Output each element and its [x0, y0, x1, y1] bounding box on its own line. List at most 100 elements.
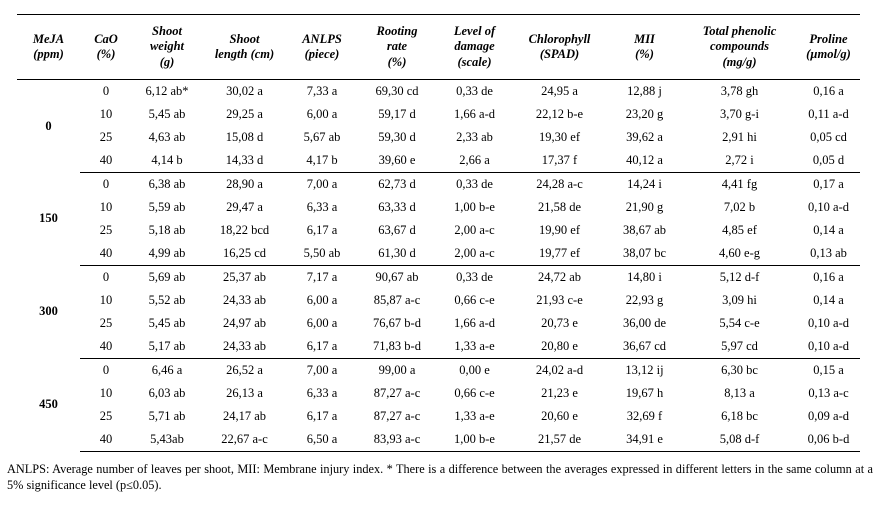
table-row: 25 5,45 ab 24,97 ab 6,00 a 76,67 b-d 1,6… — [17, 312, 860, 335]
cell-anlps: 7,17 a — [306, 269, 338, 284]
cell-rooting-rate: 99,00 a — [378, 362, 416, 377]
cao-value: 40 — [80, 148, 132, 173]
cell-phenolic: 6,18 bc — [721, 408, 758, 423]
table-row: 10 6,03 ab 26,13 a 6,33 a 87,27 a-c 0,66… — [17, 382, 860, 405]
table-row: 25 4,63 ab 15,08 d 5,67 ab 59,30 d 2,33 … — [17, 126, 860, 149]
cao-value: 0 — [102, 83, 110, 98]
cao-value: 40 — [80, 334, 132, 359]
cell-phenolic: 3,78 gh — [720, 83, 759, 98]
cell-chlorophyll: 21,93 c-e — [536, 292, 583, 307]
cell-mii: 22,93 g — [625, 292, 664, 307]
cell-proline: 0,10 a-d — [808, 315, 849, 330]
cell-phenolic: 8,13 a — [724, 385, 755, 400]
cell-shoot-length: 24,33 ab — [222, 292, 267, 307]
cell-proline: 0,13 a-c — [808, 385, 849, 400]
cell-rooting-rate: 87,27 a-c — [373, 408, 421, 423]
cell-shoot-weight: 6,38 ab — [148, 176, 186, 191]
cell-chlorophyll: 22,12 b-e — [535, 106, 584, 121]
cell-phenolic: 5,54 c-e — [719, 315, 760, 330]
cell-rooting-rate: 85,87 a-c — [373, 292, 421, 307]
cell-anlps: 7,00 a — [306, 176, 338, 191]
cao-value: 0 — [102, 362, 110, 377]
cell-damage: 1,00 b-e — [437, 427, 512, 452]
cell-rooting-rate: 61,30 d — [357, 241, 437, 266]
cell-rooting-rate: 59,17 d — [378, 106, 416, 121]
cell-shoot-length: 25,37 ab — [222, 269, 267, 284]
cell-anlps: 6,50 a — [287, 427, 357, 452]
cell-shoot-weight: 6,46 a — [151, 362, 183, 377]
table-row: 40 5,17 ab 24,33 ab 6,17 a 71,83 b-d 1,3… — [17, 334, 860, 359]
cao-value: 40 — [80, 427, 132, 452]
cell-anlps: 6,33 a — [306, 199, 338, 214]
table-header: MeJA (ppm) CaO (%) Shoot weight (g) Shoo… — [17, 14, 860, 80]
cell-anlps: 4,17 b — [287, 148, 357, 173]
cell-proline: 0,16 a — [813, 269, 844, 284]
cell-damage: 2,66 a — [437, 148, 512, 173]
cell-mii: 36,67 cd — [607, 334, 682, 359]
cell-shoot-length: 22,67 a-c — [202, 427, 287, 452]
cell-anlps: 6,00 a — [306, 106, 338, 121]
cell-shoot-weight: 6,03 ab — [148, 385, 186, 400]
cell-damage: 2,00 a-c — [454, 222, 495, 237]
cao-value: 25 — [99, 129, 113, 144]
cell-shoot-weight: 5,45 ab — [148, 106, 186, 121]
cell-shoot-length: 24,33 ab — [202, 334, 287, 359]
cell-mii: 23,20 g — [625, 106, 664, 121]
cell-damage: 1,33 a-e — [437, 334, 512, 359]
table-row: 10 5,45 ab 29,25 a 6,00 a 59,17 d 1,66 a… — [17, 103, 860, 126]
cell-chlorophyll: 21,23 e — [541, 385, 578, 400]
cell-rooting-rate: 62,73 d — [378, 176, 416, 191]
cell-damage: 0,00 e — [459, 362, 490, 377]
cao-value: 25 — [99, 315, 113, 330]
cell-anlps: 6,17 a — [287, 334, 357, 359]
cell-rooting-rate: 83,93 a-c — [357, 427, 437, 452]
cell-damage: 0,33 de — [456, 176, 493, 191]
cell-phenolic: 6,30 bc — [721, 362, 758, 377]
table-row: 450 0 6,46 a 26,52 a 7,00 a 99,00 a 0,00… — [17, 358, 860, 412]
meja-group-label: 300 — [39, 304, 58, 319]
meja-group-label: 150 — [39, 211, 58, 226]
col-header-rooting-rate: Rooting rate (%) — [357, 14, 437, 80]
cell-shoot-weight: 5,17 ab — [132, 334, 202, 359]
table-row: 25 5,18 ab 18,22 bcd 6,17 a 63,67 d 2,00… — [17, 219, 860, 242]
cell-rooting-rate: 71,83 b-d — [357, 334, 437, 359]
table-row: 150 0 6,38 ab 28,90 a 7,00 a 62,73 d 0,3… — [17, 172, 860, 226]
col-header-proline: Proline (µmol/g) — [797, 14, 860, 80]
cell-chlorophyll: 19,77 ef — [512, 241, 607, 266]
cell-phenolic: 3,09 hi — [722, 292, 757, 307]
cell-phenolic: 5,12 d-f — [719, 269, 760, 284]
col-header-anlps: ANLPS (piece) — [287, 14, 357, 80]
cell-phenolic: 4,41 fg — [721, 176, 758, 191]
cell-rooting-rate: 69,30 cd — [375, 83, 419, 98]
cell-shoot-weight: 5,43ab — [132, 427, 202, 452]
table-row: 10 5,52 ab 24,33 ab 6,00 a 85,87 a-c 0,6… — [17, 289, 860, 312]
cell-proline: 0,10 a-d — [797, 334, 860, 359]
cell-phenolic: 3,70 g-i — [720, 106, 759, 121]
cell-chlorophyll: 20,80 e — [512, 334, 607, 359]
cell-shoot-length: 15,08 d — [225, 129, 264, 144]
cell-shoot-weight: 5,52 ab — [148, 292, 186, 307]
cell-shoot-length: 24,97 ab — [222, 315, 267, 330]
cell-phenolic: 2,91 hi — [722, 129, 757, 144]
cell-mii: 39,62 a — [626, 129, 663, 144]
cell-shoot-weight: 5,69 ab — [148, 269, 186, 284]
cell-mii: 13,12 ij — [625, 362, 664, 377]
cell-shoot-length: 26,13 a — [226, 385, 263, 400]
group-meja-450: 450 0 6,46 a 26,52 a 7,00 a 99,00 a 0,00… — [17, 358, 860, 452]
cell-damage: 0,66 c-e — [454, 292, 495, 307]
cao-value: 10 — [99, 106, 113, 121]
table-row: 40 4,99 ab 16,25 cd 5,50 ab 61,30 d 2,00… — [17, 241, 860, 266]
cell-anlps: 6,17 a — [306, 408, 338, 423]
table-row: 40 5,43ab 22,67 a-c 6,50 a 83,93 a-c 1,0… — [17, 427, 860, 452]
cell-shoot-weight: 5,71 ab — [148, 408, 186, 423]
cell-mii: 38,07 bc — [607, 241, 682, 266]
cell-anlps: 6,00 a — [306, 292, 338, 307]
cell-anlps: 5,50 ab — [287, 241, 357, 266]
cell-mii: 36,00 de — [622, 315, 667, 330]
cell-anlps: 6,33 a — [306, 385, 338, 400]
cell-proline: 0,11 a-d — [808, 106, 849, 121]
cell-phenolic: 4,85 ef — [722, 222, 757, 237]
cell-proline: 0,15 a — [813, 362, 844, 377]
cell-shoot-weight: 5,45 ab — [148, 315, 186, 330]
cell-mii: 34,91 e — [607, 427, 682, 452]
